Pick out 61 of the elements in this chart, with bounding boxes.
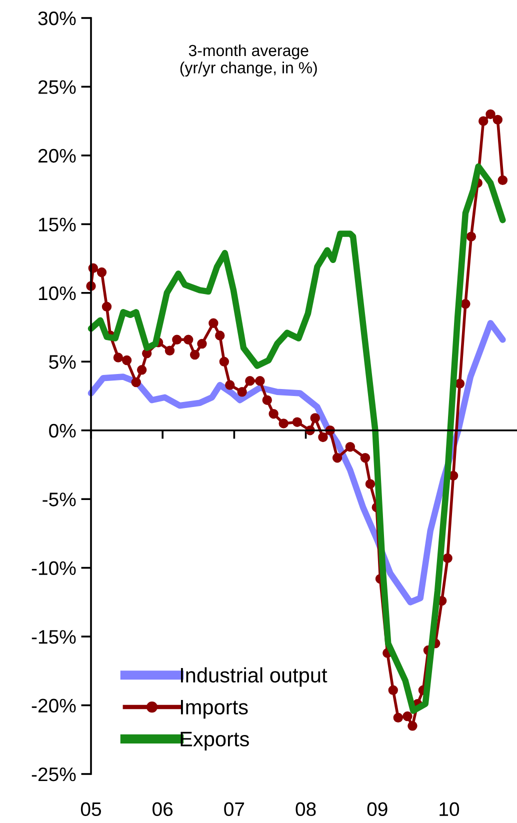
point: [268, 409, 278, 419]
point: [164, 346, 175, 356]
point: [172, 334, 182, 345]
point: [131, 377, 141, 388]
x-tick-label: 07: [224, 802, 244, 816]
point: [102, 302, 112, 312]
point: [184, 334, 194, 345]
y-tick-label: -5%: [42, 492, 76, 506]
point: [136, 365, 147, 375]
y-tick-label: 10%: [38, 286, 76, 300]
y-tick-label: -20%: [32, 698, 76, 713]
point: [113, 352, 124, 362]
point: [96, 267, 107, 278]
point: [318, 432, 328, 442]
point: [460, 299, 470, 309]
point: [408, 721, 418, 731]
y-tick-label: -15%: [32, 630, 76, 644]
point: [122, 355, 132, 366]
x-tick-label: 10: [440, 802, 460, 816]
x-tick-label: 09: [367, 802, 388, 816]
y-tick-label: -25%: [32, 767, 76, 782]
point: [466, 232, 476, 242]
x-tick-label: 06: [152, 802, 173, 816]
y-tick-label: -10%: [32, 561, 76, 576]
point: [332, 452, 342, 463]
point: [225, 380, 235, 390]
point: [215, 330, 225, 340]
y-tick-label: 0%: [49, 424, 76, 438]
x-tick-label: 08: [296, 802, 316, 816]
point: [345, 442, 356, 452]
point: [478, 116, 488, 126]
point: [402, 711, 412, 722]
point: [278, 418, 288, 428]
point: [486, 109, 496, 120]
annotation: 3-month average (yr/yr change, in %): [180, 44, 317, 77]
legend-label: Exports: [180, 732, 249, 751]
y-tick-label: 30%: [38, 11, 76, 26]
y-tick-label: 15%: [38, 218, 76, 232]
point: [292, 417, 302, 427]
point: [237, 387, 247, 397]
point: [442, 553, 452, 564]
point: [208, 318, 218, 328]
point: [388, 685, 398, 696]
y-tick-label: 20%: [38, 148, 76, 163]
point: [365, 479, 376, 489]
point: [262, 395, 272, 405]
point: [197, 338, 207, 349]
point: [393, 712, 404, 723]
y-tick-label: 5%: [49, 355, 76, 369]
point: [255, 376, 265, 386]
point: [498, 175, 508, 186]
legend-label: Imports: [180, 700, 248, 719]
point: [190, 350, 200, 360]
point: [310, 413, 320, 423]
legend-label: Industrial output: [180, 667, 328, 687]
point: [245, 376, 255, 386]
point: [219, 356, 230, 366]
point: [492, 114, 503, 125]
y-tick-label: 25%: [38, 80, 76, 94]
x-tick-label: 05: [80, 802, 101, 816]
point: [360, 452, 370, 463]
